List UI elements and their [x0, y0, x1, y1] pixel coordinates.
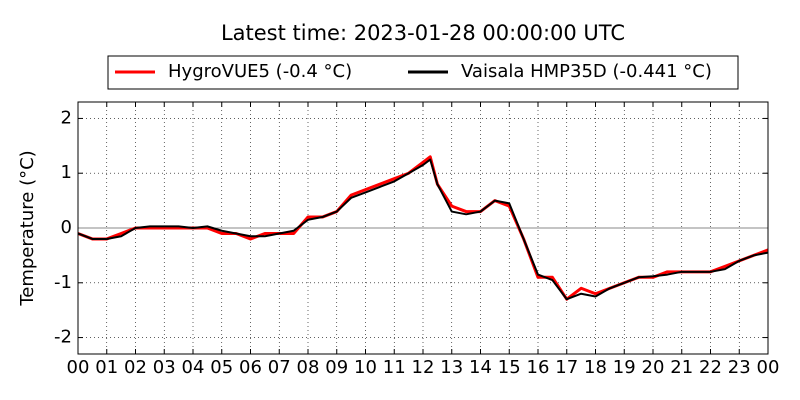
y-tick-label: 0 — [61, 217, 72, 238]
x-tick-label: 02 — [124, 357, 147, 378]
x-tick-label: 16 — [527, 357, 550, 378]
x-tick-label: 05 — [210, 357, 233, 378]
x-tick-label: 09 — [325, 357, 348, 378]
x-tick-label: 17 — [555, 357, 578, 378]
x-tick-label: 07 — [268, 357, 291, 378]
x-tick-label: 01 — [95, 357, 118, 378]
y-tick-label: 1 — [61, 162, 72, 183]
x-tick-label: 03 — [153, 357, 176, 378]
x-tick-label: 11 — [383, 357, 406, 378]
x-tick-label: 08 — [297, 357, 320, 378]
x-tick-label: 00 — [67, 357, 90, 378]
x-tick-label: 10 — [354, 357, 377, 378]
x-tick-label: 13 — [440, 357, 463, 378]
x-tick-label: 23 — [728, 357, 751, 378]
x-tick-label: 18 — [584, 357, 607, 378]
x-tick-label: 12 — [412, 357, 435, 378]
y-axis-label: Temperature (°C) — [17, 150, 38, 306]
y-tick-label: -1 — [54, 272, 72, 293]
legend-label: HygroVUE5 (-0.4 °C) — [168, 61, 352, 82]
x-tick-label: 00 — [757, 357, 780, 378]
legend-label: Vaisala HMP35D (-0.441 °C) — [461, 61, 712, 82]
plot-frame — [77, 101, 769, 355]
legend-box — [107, 55, 739, 90]
x-tick-label: 21 — [670, 357, 693, 378]
x-tick-label: 20 — [642, 357, 665, 378]
chart-title: Latest time: 2023-01-28 00:00:00 UTC — [221, 21, 625, 45]
x-tick-label: 15 — [498, 357, 521, 378]
series-line — [77, 158, 769, 301]
x-tick-label: 06 — [239, 357, 262, 378]
y-tick-label: -2 — [54, 327, 72, 348]
x-tick-label: 04 — [182, 357, 205, 378]
x-tick-label: 19 — [613, 357, 636, 378]
x-tick-label: 22 — [699, 357, 722, 378]
y-tick-label: 2 — [61, 107, 72, 128]
x-tick-label: 14 — [469, 357, 492, 378]
